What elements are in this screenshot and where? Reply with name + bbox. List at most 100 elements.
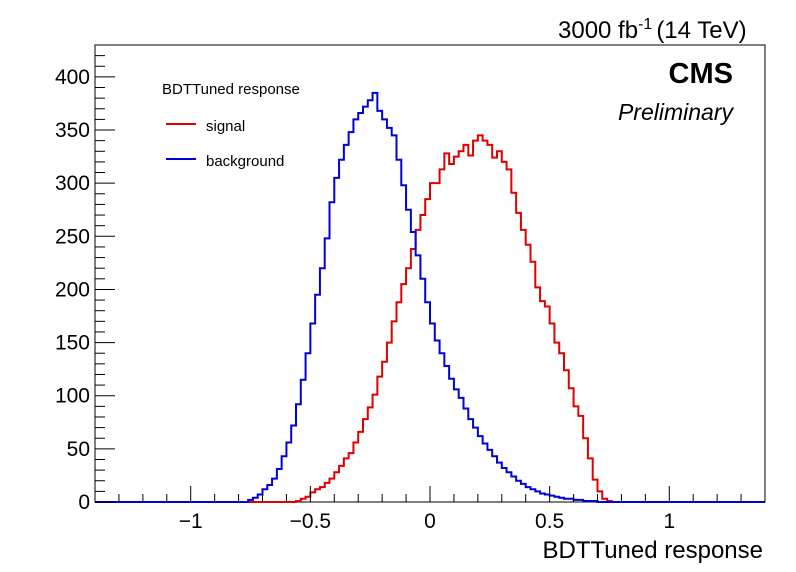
bin-signal-60	[535, 287, 540, 502]
bin-background-38	[430, 323, 435, 502]
x-axis-ticks	[94, 486, 766, 502]
bin-signal-21	[349, 453, 354, 502]
x-axis-title: BDTTuned response	[542, 537, 763, 564]
bin-signal-33	[406, 268, 411, 502]
x-tick-label: −0.5	[290, 510, 331, 533]
bin-signal-46	[468, 156, 473, 502]
bin-signal-66	[564, 370, 569, 502]
bin-signal-62	[545, 306, 550, 502]
bin-background-45	[464, 408, 469, 502]
histogram-background	[95, 91, 765, 503]
bin-signal-63	[550, 323, 555, 502]
bin-background-34	[411, 232, 416, 502]
histogram-signal	[95, 134, 765, 503]
bin-background-16	[325, 238, 330, 502]
bin-signal-57	[521, 230, 526, 502]
bin-background-27	[377, 111, 382, 502]
bin-signal-32	[401, 284, 406, 502]
y-tick-label: 350	[55, 119, 90, 142]
y-tick-label: 250	[55, 225, 90, 248]
bin-signal-29	[387, 343, 392, 502]
bin-signal-52	[497, 151, 502, 502]
lumi-label: 3000 fb-1 (14 TeV)	[558, 16, 747, 44]
series-signal	[95, 134, 765, 503]
bin-signal-45	[464, 145, 469, 502]
bin-signal-65	[559, 353, 564, 502]
y-tick-label: 300	[55, 172, 90, 195]
bin-background-31	[397, 160, 402, 502]
bin-background-32	[401, 185, 406, 502]
status-label: Preliminary	[618, 99, 735, 125]
bin-signal-48	[478, 135, 483, 502]
bin-background-25	[368, 100, 373, 502]
bin-background-20	[344, 145, 349, 502]
bin-background-28	[382, 119, 387, 502]
bin-signal-55	[511, 193, 516, 502]
y-tick-label: 400	[55, 66, 90, 89]
x-tick-label: 1	[663, 510, 675, 533]
bin-background-49	[483, 444, 488, 502]
bin-background-18	[334, 178, 339, 502]
bin-background-24	[363, 107, 368, 502]
bin-signal-42	[449, 164, 454, 502]
bin-signal-61	[540, 301, 545, 502]
bin-background-48	[478, 436, 483, 502]
bin-signal-53	[502, 162, 507, 502]
bin-background-37	[425, 302, 430, 502]
bin-signal-54	[507, 169, 512, 502]
bin-background-29	[387, 128, 392, 502]
bin-signal-59	[531, 262, 536, 502]
x-tick-label: 0.5	[535, 510, 564, 533]
bin-background-23	[358, 113, 363, 502]
bin-background-15	[320, 268, 325, 502]
bin-signal-44	[459, 151, 464, 502]
bin-background-40	[440, 353, 445, 502]
bin-signal-37	[425, 199, 430, 502]
legend-title: BDTTuned response	[162, 81, 300, 98]
bin-background-44	[459, 398, 464, 502]
histogram-layer	[95, 91, 765, 503]
legend-signal-label: signal	[206, 118, 245, 135]
experiment-label: CMS	[669, 58, 733, 90]
bin-background-41	[444, 366, 449, 502]
x-axis-tick-labels: −1 −0.5 0 0.5 1	[179, 510, 675, 533]
bin-background-36	[420, 279, 425, 502]
bin-signal-58	[526, 245, 531, 502]
y-tick-label: 0	[78, 491, 90, 514]
series-background	[95, 91, 765, 503]
bin-signal-47	[473, 141, 478, 502]
legend-background-label: background	[206, 153, 284, 170]
bin-background-17	[330, 202, 335, 502]
bin-signal-40	[440, 169, 445, 502]
bin-background-50	[487, 450, 492, 502]
bin-background-39	[435, 340, 440, 502]
x-tick-label: 0	[424, 510, 436, 533]
bin-signal-34	[411, 249, 416, 502]
bin-background-42	[449, 379, 454, 502]
bin-signal-41	[444, 153, 449, 502]
bin-signal-26	[373, 395, 378, 502]
bin-signal-31	[397, 302, 402, 502]
bin-signal-38	[430, 183, 435, 502]
y-tick-label: 100	[55, 385, 90, 408]
legend: BDTTuned response signal background	[162, 81, 300, 170]
y-axis-ticks	[95, 44, 115, 503]
y-tick-label: 50	[67, 438, 90, 461]
bin-signal-68	[574, 406, 579, 502]
bin-signal-56	[516, 213, 521, 502]
bin-background-43	[454, 389, 459, 502]
x-tick-label: −1	[179, 510, 203, 533]
bin-signal-43	[454, 157, 459, 502]
bin-signal-64	[554, 343, 559, 502]
bin-background-26	[373, 93, 378, 502]
y-tick-label: 150	[55, 332, 90, 355]
bin-background-19	[339, 160, 344, 502]
bin-background-14	[315, 295, 320, 502]
bin-signal-30	[392, 321, 397, 502]
bin-background-46	[468, 419, 473, 502]
bin-background-35	[416, 255, 421, 502]
bin-background-47	[473, 428, 478, 502]
bin-signal-25	[368, 407, 373, 502]
y-tick-label: 200	[55, 278, 90, 301]
